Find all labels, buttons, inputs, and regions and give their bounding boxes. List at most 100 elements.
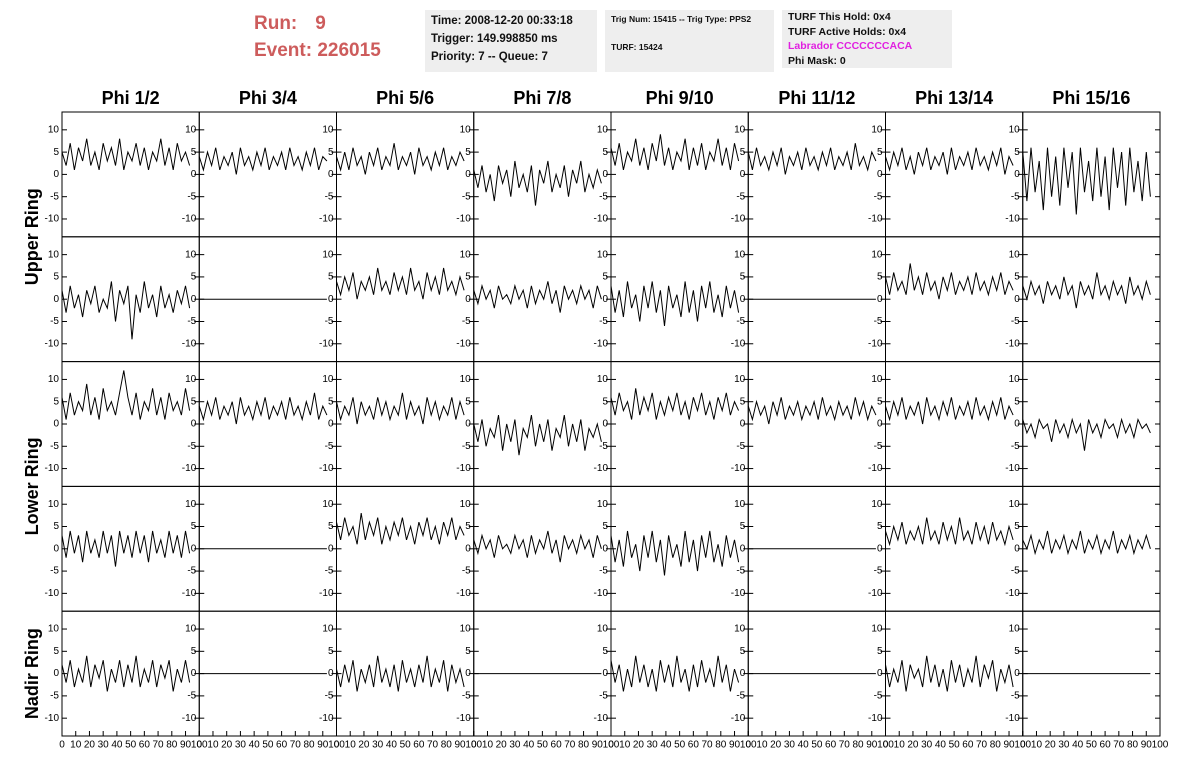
y-tick-label: -5: [50, 191, 59, 202]
waveform: [885, 147, 1014, 175]
y-tick-label: -5: [462, 191, 471, 202]
y-tick-label: -10: [456, 588, 471, 599]
x-tick-label: 30: [235, 740, 247, 751]
y-tick-label: 5: [740, 147, 746, 158]
y-tick-label: 10: [322, 624, 334, 635]
y-tick-label: -10: [868, 214, 883, 225]
y-tick-label: 10: [871, 499, 883, 510]
waveform: [610, 281, 740, 326]
y-tick-label: 0: [53, 543, 59, 554]
x-tick-label: 0: [608, 740, 614, 751]
info-box: Time: 2008-12-20 00:33:18 Trigger: 149.9…: [425, 10, 597, 72]
x-tick-label: 30: [509, 740, 521, 751]
run-box: Run: 9 Event: 226015: [254, 10, 381, 64]
panel-frame: [336, 111, 475, 238]
y-tick-label: -10: [45, 463, 60, 474]
x-tick-label: 80: [578, 740, 590, 751]
y-tick-label: -5: [187, 441, 196, 452]
x-tick-label: 40: [249, 740, 261, 751]
y-tick-label: -10: [1005, 214, 1020, 225]
y-tick-label: -5: [325, 566, 334, 577]
y-tick-label: 0: [1014, 294, 1020, 305]
y-tick-label: 0: [1014, 169, 1020, 180]
x-tick-label: 40: [660, 740, 672, 751]
y-tick-label: 0: [328, 668, 334, 679]
event-line: Event: 226015: [254, 37, 381, 64]
y-tick-label: 5: [53, 396, 59, 407]
y-tick-label: -5: [1011, 691, 1020, 702]
info-line: TURF Active Holds: 0x4: [788, 25, 907, 38]
y-tick-label: 0: [465, 419, 471, 430]
info-line: Phi Mask: 0: [788, 54, 846, 67]
run-value: 9: [315, 13, 326, 34]
x-tick-label: 90: [454, 740, 466, 751]
x-tick-label: 80: [166, 740, 178, 751]
y-tick-label: -10: [319, 713, 334, 724]
y-tick-label: 10: [1009, 624, 1021, 635]
y-tick-label: 5: [1014, 272, 1020, 283]
x-tick-label: 0: [471, 740, 477, 751]
y-tick-label: -5: [187, 191, 196, 202]
x-tick-label: 40: [386, 740, 398, 751]
y-tick-label: 10: [597, 624, 609, 635]
x-tick-label: 60: [1100, 740, 1112, 751]
y-tick-label: -10: [182, 588, 197, 599]
x-tick-label: 60: [551, 740, 563, 751]
x-tick-label: 30: [784, 740, 796, 751]
x-tick-label: 50: [949, 740, 961, 751]
y-tick-label: -10: [456, 463, 471, 474]
y-tick-label: 10: [871, 124, 883, 135]
y-tick-label: 0: [602, 543, 608, 554]
x-tick-label: 60: [962, 740, 974, 751]
y-tick-label: -5: [462, 441, 471, 452]
y-tick-label: -5: [874, 191, 883, 202]
info-line: Labrador CCCCCCCACA: [788, 40, 913, 52]
y-tick-label: 10: [460, 624, 472, 635]
waveform: [885, 655, 1014, 692]
y-tick-label: -10: [319, 588, 334, 599]
y-tick-label: 5: [602, 396, 608, 407]
y-tick-label: 0: [877, 169, 883, 180]
y-tick-label: -10: [182, 463, 197, 474]
y-tick-label: -10: [868, 713, 883, 724]
y-tick-label: 0: [877, 543, 883, 554]
x-tick-label: 20: [496, 740, 508, 751]
y-tick-label: 10: [1009, 124, 1021, 135]
waveform: [61, 530, 191, 567]
y-tick-label: 5: [740, 272, 746, 283]
x-tick-label: 90: [866, 740, 878, 751]
y-tick-label: 5: [53, 272, 59, 283]
y-tick-label: 5: [53, 521, 59, 532]
x-tick-label: 90: [180, 740, 192, 751]
y-tick-label: 10: [597, 249, 609, 260]
x-tick-label: 40: [798, 740, 810, 751]
x-tick-label: 10: [756, 740, 768, 751]
panel-frame: [610, 111, 749, 238]
waveform: [610, 134, 740, 171]
y-tick-label: 5: [1014, 646, 1020, 657]
waveform: [336, 267, 465, 300]
y-tick-label: 5: [740, 396, 746, 407]
y-tick-label: 5: [328, 272, 334, 283]
y-tick-label: 5: [877, 272, 883, 283]
panel-frame: [1022, 361, 1161, 487]
y-tick-label: 10: [460, 499, 472, 510]
panel-frame: [336, 485, 475, 612]
waveform: [61, 138, 191, 171]
panel-frame: [61, 111, 200, 238]
y-tick-label: -5: [187, 691, 196, 702]
y-tick-label: 5: [1014, 521, 1020, 532]
x-tick-label: 100: [603, 740, 620, 751]
x-tick-label: 70: [427, 740, 439, 751]
y-tick-label: 10: [734, 499, 746, 510]
y-tick-label: 10: [185, 249, 197, 260]
y-tick-label: -10: [456, 338, 471, 349]
y-tick-label: 5: [877, 646, 883, 657]
x-tick-label: 0: [883, 740, 889, 751]
y-tick-label: 10: [185, 124, 197, 135]
y-tick-label: 10: [1009, 374, 1021, 385]
waveform: [1022, 417, 1151, 451]
y-tick-label: 0: [328, 543, 334, 554]
y-tick-label: -10: [45, 713, 60, 724]
y-tick-label: -5: [736, 316, 745, 327]
